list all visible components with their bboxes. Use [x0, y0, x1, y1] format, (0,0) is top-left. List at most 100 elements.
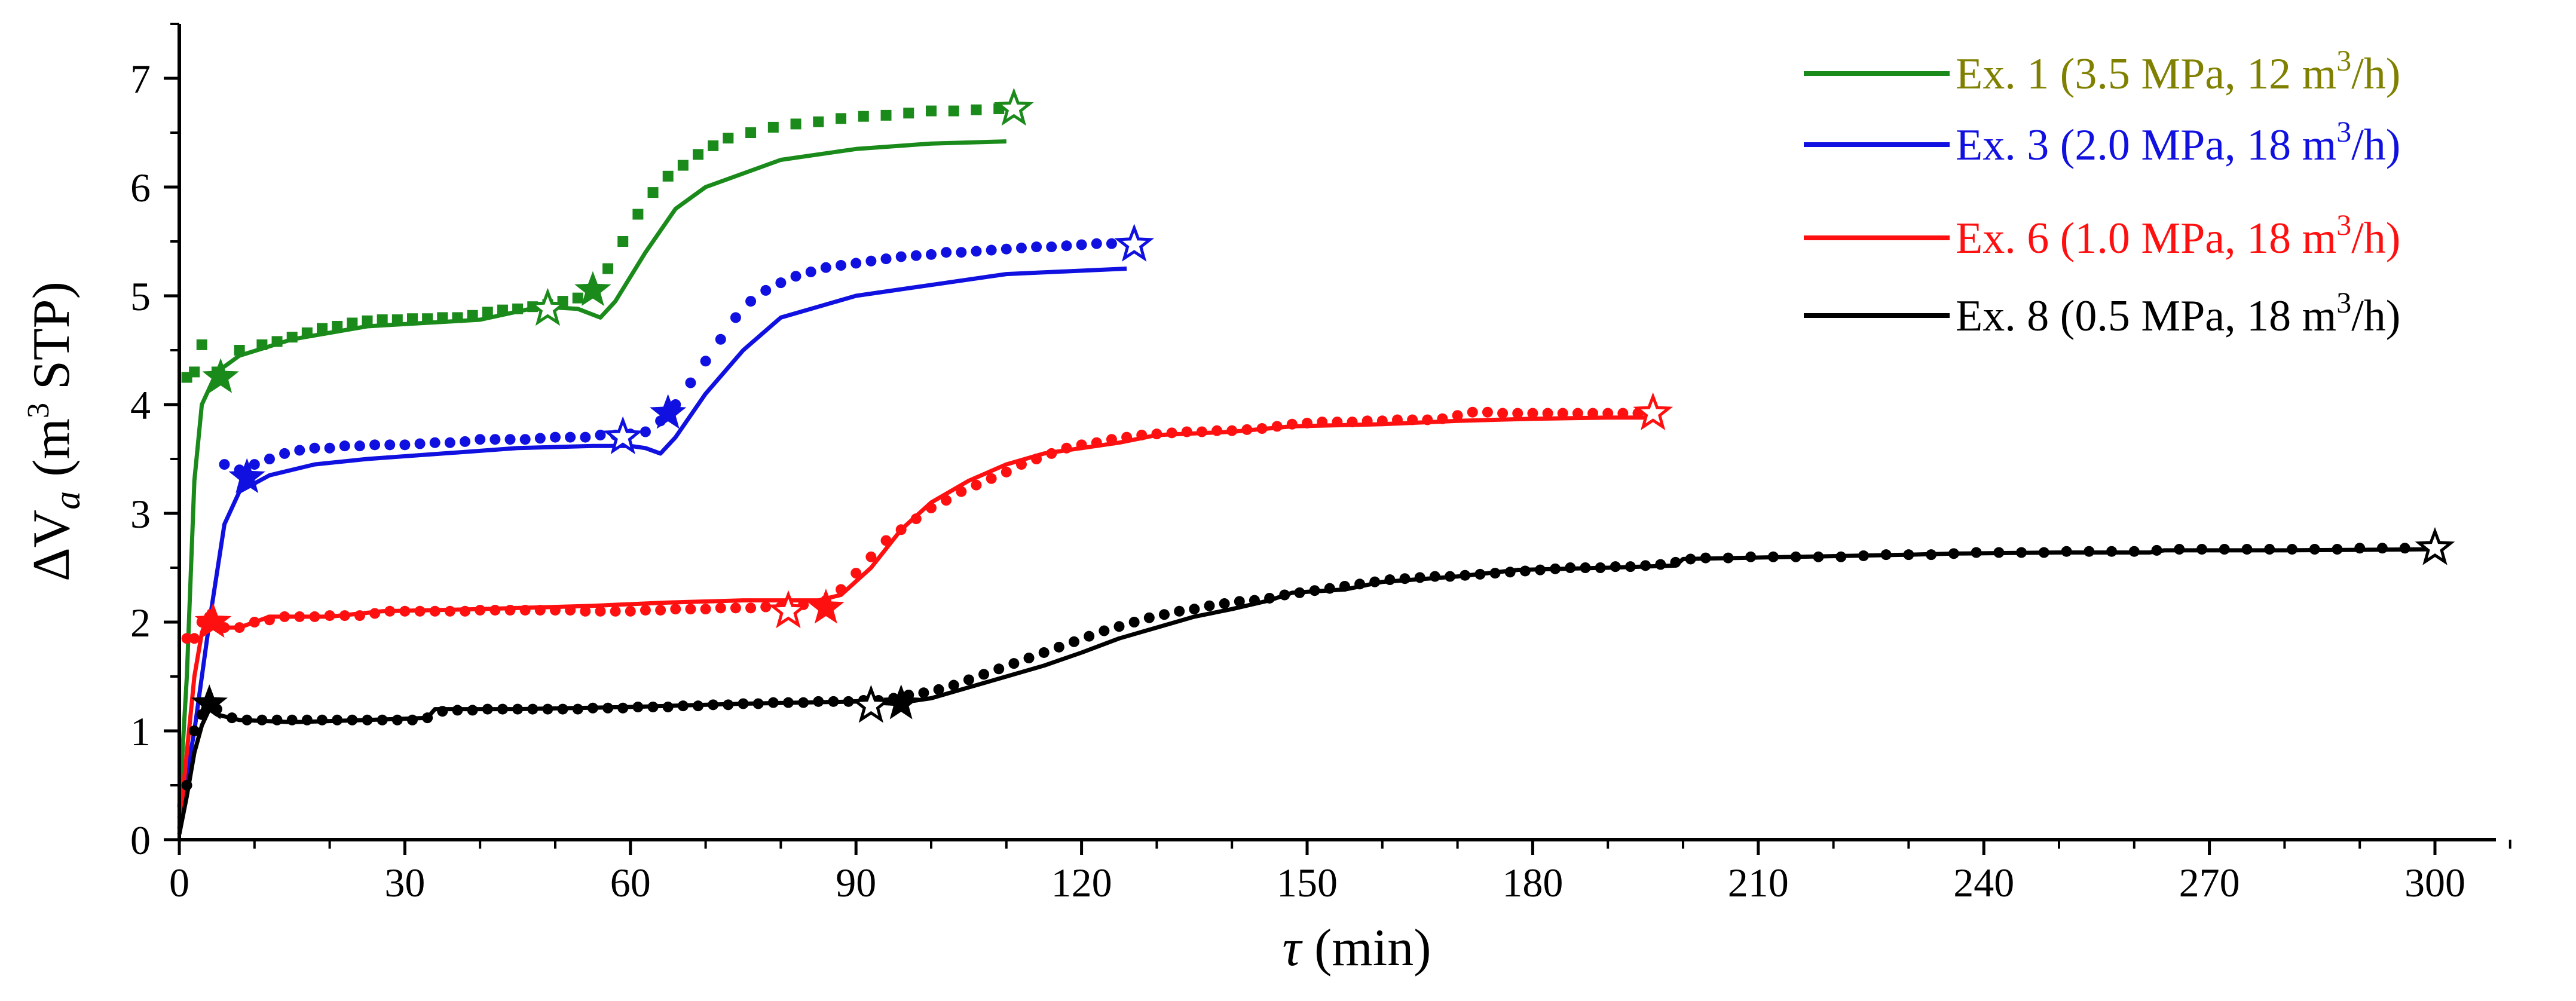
- legend-entry-ex1: Ex. 1 (3.5 MPa, 12 m3/h): [1804, 44, 2400, 99]
- data-point: [632, 701, 644, 712]
- data-point: [347, 714, 358, 726]
- data-point: [745, 127, 757, 138]
- data-point: [384, 439, 396, 451]
- data-point: [294, 611, 305, 622]
- data-point: [693, 700, 704, 712]
- data-point: [580, 431, 591, 443]
- data-point: [1587, 408, 1599, 419]
- data-point: [227, 712, 238, 724]
- open-star-marker: [768, 590, 809, 629]
- data-point: [324, 610, 335, 622]
- data-point: [391, 714, 403, 726]
- data-point: [534, 433, 546, 444]
- data-point: [550, 604, 561, 616]
- filled-star-marker: [194, 602, 232, 638]
- data-point: [1610, 561, 1621, 573]
- data-point: [986, 244, 997, 256]
- data-point: [1211, 425, 1223, 436]
- filled-star-marker: [191, 684, 228, 720]
- data-point: [723, 699, 734, 711]
- data-point: [181, 780, 192, 791]
- data-point: [662, 170, 674, 182]
- data-point: [1602, 408, 1614, 419]
- data-point: [234, 345, 245, 356]
- data-point: [264, 614, 275, 626]
- y-tick-label: 6: [130, 165, 151, 210]
- data-point: [497, 703, 508, 715]
- data-point: [2174, 544, 2185, 555]
- data-point: [1084, 630, 1095, 642]
- data-point: [2061, 546, 2072, 557]
- data-point: [1534, 564, 1546, 576]
- data-point: [1903, 549, 1914, 561]
- data-point: [1880, 549, 1892, 561]
- data-point: [1166, 427, 1177, 439]
- data-point: [1858, 550, 1869, 561]
- series-line-ex6: [177, 415, 1646, 829]
- data-point: [1128, 617, 1140, 627]
- data-point: [332, 714, 343, 726]
- data-point: [1624, 561, 1636, 573]
- y-tick-label: 1: [130, 709, 151, 754]
- data-point: [527, 703, 539, 715]
- data-point: [986, 473, 997, 484]
- data-point: [429, 605, 440, 617]
- data-point: [1700, 552, 1711, 564]
- data-point: [2241, 544, 2253, 555]
- data-point: [1655, 559, 1666, 570]
- data-point: [1519, 565, 1531, 577]
- data-point: [640, 604, 651, 616]
- data-point: [1926, 549, 1937, 561]
- legend-entry-ex6: Ex. 6 (1.0 MPa, 18 m3/h): [1804, 208, 2400, 263]
- data-point: [993, 663, 1005, 675]
- data-point: [354, 440, 365, 452]
- data-point: [467, 705, 478, 716]
- data-point: [1572, 408, 1583, 419]
- data-point: [1407, 414, 1418, 425]
- data-point: [1617, 408, 1629, 419]
- data-point: [617, 702, 629, 714]
- data-point: [1053, 641, 1064, 653]
- data-point: [377, 714, 388, 726]
- data-point: [1136, 429, 1148, 440]
- data-point: [1015, 242, 1027, 253]
- data-point: [1099, 625, 1110, 636]
- data-point: [1106, 238, 1117, 249]
- data-point: [767, 121, 779, 133]
- data-point: [1241, 424, 1253, 435]
- data-point: [437, 706, 448, 717]
- data-point: [1001, 466, 1012, 477]
- data-point: [948, 105, 959, 117]
- data-point: [309, 611, 320, 622]
- filled-star-marker: [650, 394, 687, 429]
- data-point: [715, 602, 726, 614]
- data-point: [189, 366, 200, 378]
- data-point: [941, 247, 952, 258]
- data-point: [865, 255, 877, 267]
- data-point: [2399, 543, 2410, 554]
- data-point: [339, 610, 350, 622]
- data-point: [602, 263, 614, 274]
- data-point: [437, 312, 448, 323]
- data-point: [700, 356, 711, 367]
- x-tick-label: 150: [1277, 860, 1338, 905]
- legend-label-ex8: Ex. 8 (0.5 MPa, 18 m3/h): [1956, 286, 2400, 341]
- data-point: [467, 310, 478, 321]
- data-point: [685, 377, 696, 388]
- data-point: [181, 633, 192, 644]
- data-point: [1294, 587, 1305, 598]
- data-point: [557, 703, 568, 715]
- data-point: [2354, 543, 2366, 554]
- data-point: [677, 700, 689, 712]
- data-point: [880, 253, 892, 265]
- data-point: [324, 442, 335, 454]
- data-point: [286, 714, 298, 726]
- data-point: [1038, 647, 1050, 658]
- data-point: [452, 312, 463, 323]
- open-star-marker: [1633, 392, 1674, 430]
- open-star-marker: [602, 416, 643, 455]
- data-point: [1181, 426, 1192, 437]
- data-point: [2084, 546, 2095, 557]
- x-tick-label: 300: [2404, 860, 2465, 905]
- legend: Ex. 1 (3.5 MPa, 12 m3/h) Ex. 3 (2.0 MPa,…: [1804, 44, 2400, 341]
